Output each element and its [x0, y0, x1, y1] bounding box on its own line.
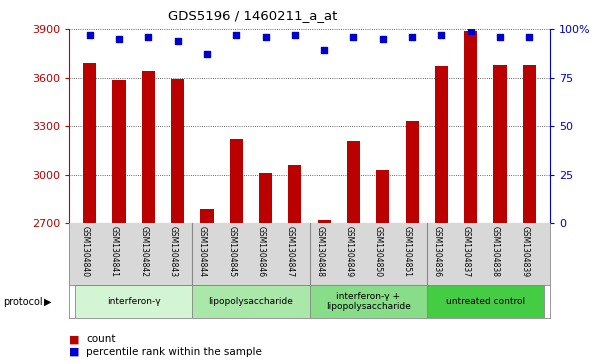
Text: GSM1304847: GSM1304847 — [286, 226, 295, 277]
Bar — [259, 173, 272, 223]
Text: GSM1304838: GSM1304838 — [491, 226, 500, 277]
Text: GDS5196 / 1460211_a_at: GDS5196 / 1460211_a_at — [168, 9, 337, 22]
Bar — [192, 285, 310, 318]
Point — [261, 34, 270, 40]
Bar — [288, 165, 302, 223]
Text: GSM1304839: GSM1304839 — [520, 226, 529, 277]
Text: GSM1304841: GSM1304841 — [110, 226, 119, 277]
Text: lipopolysaccharide: lipopolysaccharide — [209, 297, 293, 306]
Point — [349, 34, 358, 40]
Text: GSM1304845: GSM1304845 — [227, 226, 236, 277]
Text: GSM1304840: GSM1304840 — [81, 226, 90, 277]
Point — [290, 32, 300, 38]
Bar — [310, 285, 427, 318]
Point — [114, 36, 124, 42]
Text: GSM1304843: GSM1304843 — [169, 226, 177, 277]
Text: count: count — [86, 334, 115, 344]
Bar — [427, 285, 544, 318]
Text: GSM1304844: GSM1304844 — [198, 226, 207, 277]
Text: GSM1304849: GSM1304849 — [344, 226, 353, 277]
Text: GSM1304850: GSM1304850 — [374, 226, 383, 277]
Bar — [317, 220, 331, 223]
Text: ▶: ▶ — [44, 297, 51, 307]
Bar — [347, 141, 360, 223]
Text: ■: ■ — [69, 347, 79, 357]
Text: GSM1304848: GSM1304848 — [315, 226, 324, 277]
Point — [144, 34, 153, 40]
Bar — [464, 30, 477, 223]
Text: GSM1304851: GSM1304851 — [403, 226, 412, 277]
Point — [319, 48, 329, 53]
Bar — [75, 285, 192, 318]
Point — [231, 32, 241, 38]
Point — [172, 38, 182, 44]
Point — [378, 36, 388, 42]
Bar — [435, 66, 448, 223]
Bar — [171, 79, 184, 223]
Text: GSM1304842: GSM1304842 — [139, 226, 148, 277]
Text: protocol: protocol — [3, 297, 43, 307]
Bar — [406, 121, 419, 223]
Bar — [112, 80, 126, 223]
Bar — [523, 65, 536, 223]
Bar — [83, 63, 96, 223]
Point — [202, 52, 212, 57]
Point — [407, 34, 417, 40]
Text: GSM1304837: GSM1304837 — [462, 226, 471, 277]
Point — [85, 32, 94, 38]
Point — [525, 34, 534, 40]
Bar — [493, 65, 507, 223]
Text: interferon-γ: interferon-γ — [107, 297, 160, 306]
Point — [437, 32, 447, 38]
Text: percentile rank within the sample: percentile rank within the sample — [86, 347, 262, 357]
Bar — [230, 139, 243, 223]
Text: ■: ■ — [69, 334, 79, 344]
Bar — [142, 71, 155, 223]
Bar — [200, 209, 213, 223]
Text: untreated control: untreated control — [446, 297, 525, 306]
Text: GSM1304846: GSM1304846 — [257, 226, 266, 277]
Text: GSM1304836: GSM1304836 — [433, 226, 442, 277]
Bar — [376, 170, 389, 223]
Text: interferon-γ +
lipopolysaccharide: interferon-γ + lipopolysaccharide — [326, 291, 410, 311]
Point — [466, 28, 475, 34]
Point — [495, 34, 505, 40]
